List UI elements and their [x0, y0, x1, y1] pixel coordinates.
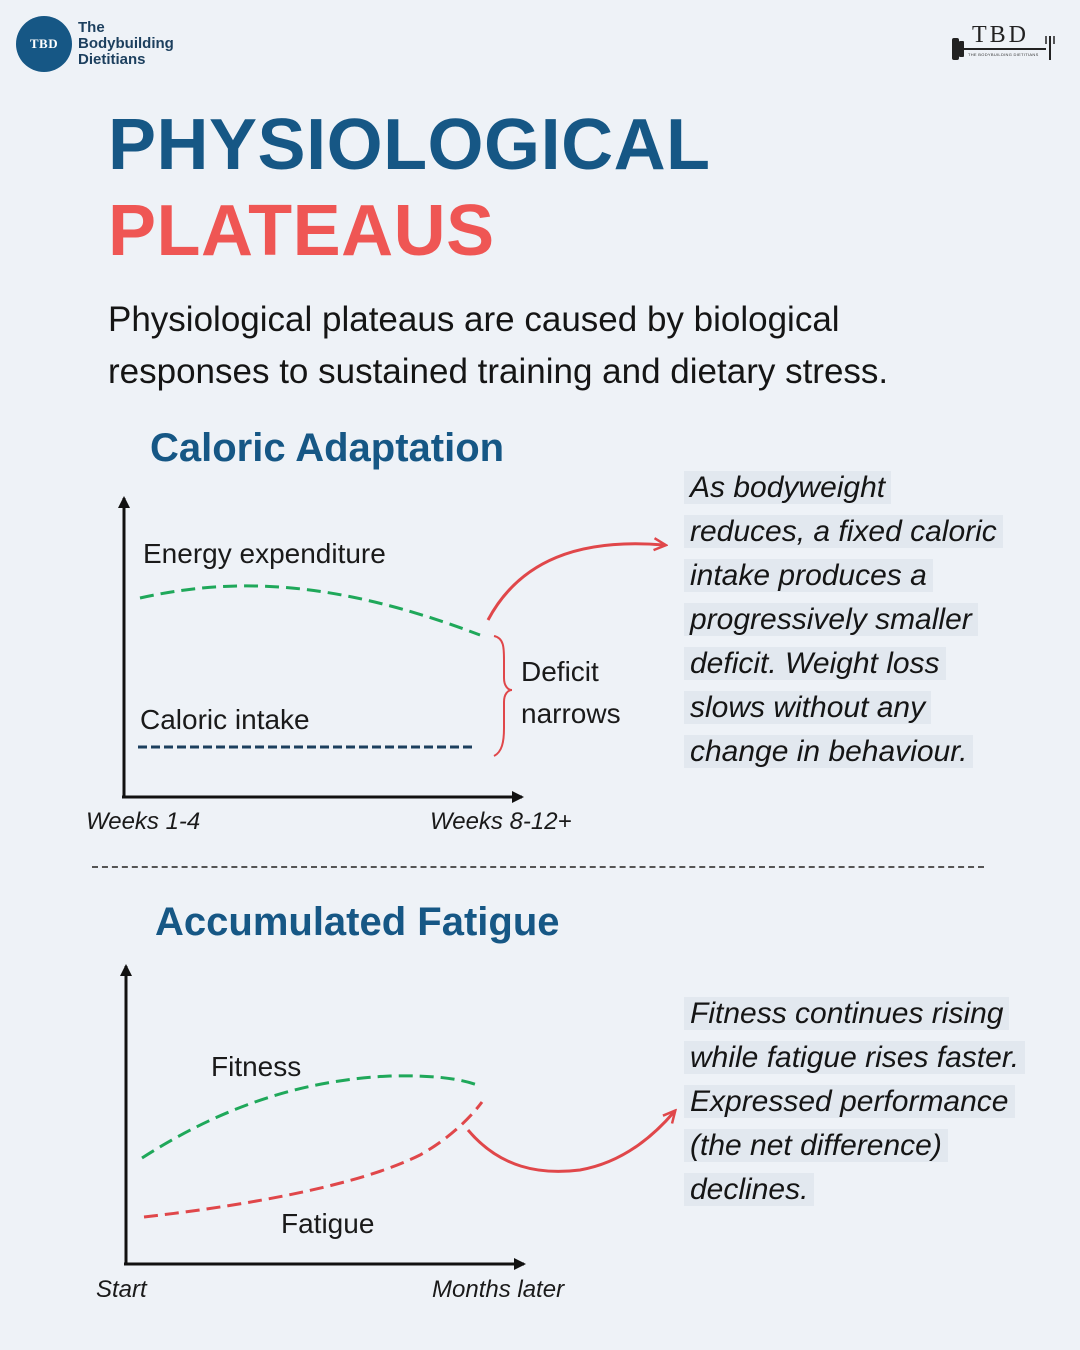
chart2-x-end-label: Months later	[432, 1276, 565, 1303]
accumulated-fatigue-note: Fitness continues rising while fatigue r…	[684, 992, 1064, 1212]
note-line: while fatigue rises faster.	[684, 1041, 1026, 1074]
chart1-axes	[118, 496, 524, 803]
fatigue-line	[143, 1101, 484, 1219]
chart1-arrow-curve	[486, 544, 664, 621]
fitness-line	[141, 1074, 481, 1160]
note-line: Fitness continues rising	[684, 997, 1010, 1030]
note-line: change in behaviour.	[684, 735, 974, 768]
note-line: (the net difference)	[684, 1129, 948, 1162]
section-title-accumulated-fatigue: Accumulated Fatigue	[155, 900, 560, 944]
energy-expenditure-label: Energy expenditure	[143, 538, 386, 569]
brand-logo-right: TBD THE BODYBUILDING DIETITIANS	[946, 22, 1062, 66]
page-title-line2: PLATEAUS	[108, 191, 495, 271]
caloric-adaptation-note: As bodyweight reduces, a fixed caloric i…	[684, 466, 1064, 774]
fitness-label: Fitness	[211, 1051, 302, 1082]
deficit-label-line2: narrows	[521, 698, 621, 729]
note-line: As bodyweight	[684, 471, 892, 504]
note-line: deficit. Weight loss	[684, 647, 946, 680]
brand-badge-logo: TBD	[16, 16, 72, 72]
note-line: reduces, a fixed caloric	[684, 515, 1003, 548]
note-line: intake produces a	[684, 559, 933, 592]
brand-name-line: Bodybuilding	[78, 35, 174, 52]
note-line: slows without any	[684, 691, 932, 724]
caloric-intake-label: Caloric intake	[140, 704, 310, 735]
page-title-line1: PHYSIOLOGICAL	[108, 105, 711, 185]
barbell-icon	[952, 36, 1055, 60]
note-line: progressively smaller	[684, 603, 978, 636]
chart1-x-end-label: Weeks 8-12+	[430, 808, 572, 835]
deficit-brace	[493, 635, 513, 757]
energy-expenditure-line	[139, 584, 481, 637]
chart2-x-start-label: Start	[96, 1276, 147, 1303]
section-title-caloric-adaptation: Caloric Adaptation	[150, 426, 505, 470]
section-divider	[92, 866, 984, 868]
note-line: Expressed performance	[684, 1085, 1015, 1118]
brand-logo-letters: TBD	[972, 22, 1029, 48]
note-line: declines.	[684, 1173, 815, 1206]
brand-name-line: The	[78, 19, 105, 36]
brand-logo-subtitle: THE BODYBUILDING DIETITIANS	[968, 52, 1039, 57]
intro-paragraph: Physiological plateaus are caused by bio…	[108, 300, 889, 391]
chart1-x-start-label: Weeks 1-4	[86, 808, 201, 835]
chart2-arrow-curve	[466, 1112, 674, 1173]
brand-name: The Bodybuilding Dietitians	[78, 20, 174, 68]
deficit-label-line1: Deficit	[521, 656, 599, 687]
fatigue-label: Fatigue	[281, 1208, 375, 1239]
brand-name-line: Dietitians	[78, 51, 146, 68]
chart2-axes	[120, 964, 526, 1270]
